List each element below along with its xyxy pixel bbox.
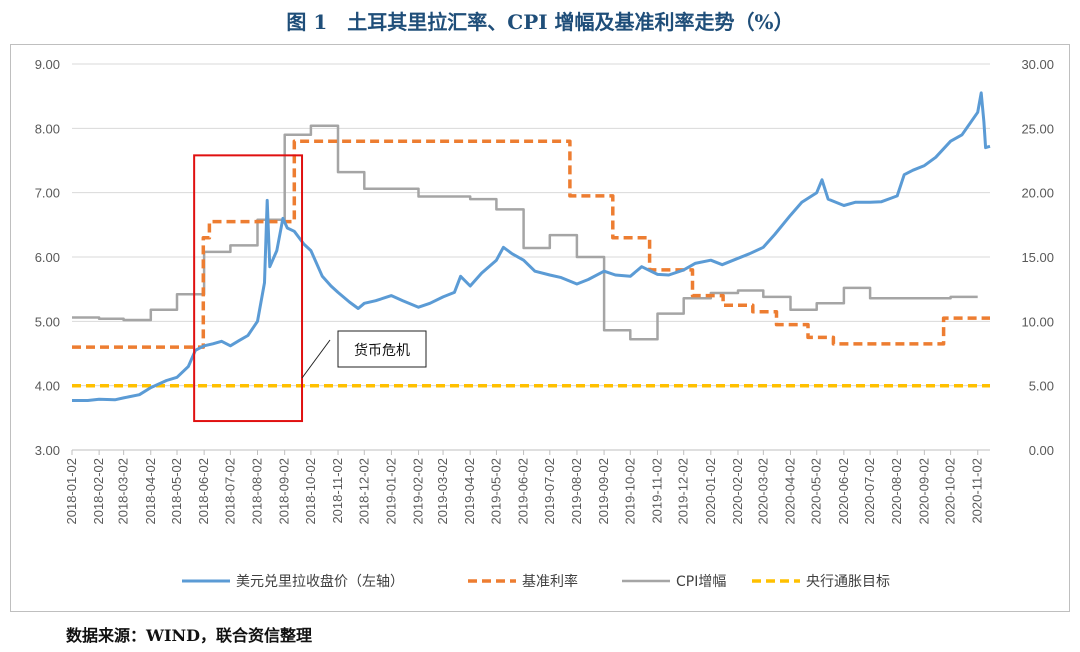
series-layer	[72, 91, 991, 402]
x-tick-label: 2019-09-02	[596, 458, 611, 525]
series-line-2	[72, 124, 978, 341]
series-line-0	[72, 91, 991, 402]
x-tick-label: 2020-11-02	[970, 458, 985, 524]
series-line-1	[72, 139, 990, 349]
left-tick-label: 5.00	[35, 314, 60, 329]
legend: 美元兑里拉收盘价（左轴） 基准利率 CPI增幅 央行通胀目标	[182, 573, 890, 590]
x-tick-label: 2019-04-02	[462, 458, 477, 525]
source-note: 数据来源：WIND，联合资信整理	[66, 626, 312, 645]
x-tick-label: 2020-02-02	[730, 458, 745, 525]
x-tick-label: 2020-01-02	[703, 458, 718, 525]
left-tick-label: 6.00	[35, 250, 60, 265]
crisis-highlight-box	[193, 154, 304, 423]
annotation-layer: 货币危机	[193, 154, 427, 423]
right-axis-ticks: 0.00 5.00 10.00 15.00 20.00 25.00 30.00	[1021, 57, 1054, 458]
chart-title: 图 1 土耳其里拉汇率、CPI 增幅及基准利率走势（%）	[286, 10, 794, 34]
x-tick-label: 2018-07-02	[222, 458, 237, 525]
x-tick-label: 2020-07-02	[862, 458, 877, 525]
legend-label: 央行通胀目标	[806, 574, 890, 590]
x-tick-label: 2018-10-02	[303, 458, 318, 525]
right-tick-label: 0.00	[1029, 443, 1054, 458]
x-tick-label: 2018-03-02	[116, 458, 131, 525]
x-tick-label: 2020-04-02	[782, 458, 797, 525]
x-tick-label: 2018-02-02	[91, 458, 106, 525]
x-tick-label: 2018-12-02	[356, 458, 371, 525]
x-tick-label: 2020-05-02	[809, 458, 824, 525]
right-tick-label: 25.00	[1021, 121, 1054, 136]
x-tick-label: 2019-03-02	[435, 458, 450, 525]
x-axis-ticks: 2018-01-02 2018-02-02 2018-03-02 2018-04-02…	[64, 449, 990, 525]
x-tick-label: 2018-01-02	[64, 458, 79, 525]
left-tick-label: 3.00	[35, 443, 60, 458]
x-tick-label: 2018-04-02	[143, 458, 158, 525]
right-tick-label: 20.00	[1021, 186, 1054, 201]
x-tick-label: 2018-09-02	[277, 458, 292, 525]
x-tick-label: 2019-12-02	[676, 458, 691, 525]
x-tick-label: 2018-06-02	[196, 458, 211, 525]
x-tick-label: 2019-08-02	[569, 458, 584, 525]
legend-label: CPI增幅	[676, 574, 726, 590]
x-tick-label: 2019-06-02	[516, 458, 531, 525]
right-tick-label: 30.00	[1021, 57, 1054, 72]
x-tick-label: 2019-11-02	[649, 458, 664, 524]
left-tick-label: 7.00	[35, 186, 60, 201]
legend-label: 基准利率	[522, 573, 578, 590]
x-tick-label: 2019-01-02	[383, 458, 398, 525]
x-tick-label: 2019-07-02	[542, 458, 557, 525]
x-tick-label: 2020-08-02	[889, 458, 904, 525]
left-tick-label: 4.00	[35, 379, 60, 394]
x-tick-label: 2020-10-02	[943, 458, 958, 525]
x-tick-label: 2020-06-02	[836, 458, 851, 525]
right-tick-label: 15.00	[1021, 250, 1054, 265]
x-tick-label: 2020-09-02	[916, 458, 931, 525]
x-tick-label: 2018-11-02	[330, 458, 345, 524]
x-tick-label: 2020-03-02	[755, 458, 770, 525]
callout-line	[301, 339, 331, 379]
x-tick-label: 2019-10-02	[622, 458, 637, 525]
x-tick-label: 2019-02-02	[411, 458, 426, 525]
gridlines	[72, 63, 990, 451]
callout-box	[337, 330, 427, 368]
left-axis-ticks: 3.00 4.00 5.00 6.00 7.00 8.00 9.00	[35, 57, 60, 458]
legend-label: 美元兑里拉收盘价（左轴）	[236, 573, 404, 590]
left-tick-label: 8.00	[35, 121, 60, 136]
callout-label: 货币危机	[354, 342, 410, 359]
left-tick-label: 9.00	[35, 57, 60, 72]
chart-frame	[10, 44, 1070, 612]
x-tick-label: 2018-05-02	[169, 458, 184, 525]
x-tick-label: 2019-05-02	[488, 458, 503, 525]
right-tick-label: 10.00	[1021, 314, 1054, 329]
right-tick-label: 5.00	[1029, 379, 1054, 394]
x-tick-label: 2018-08-02	[250, 458, 265, 525]
